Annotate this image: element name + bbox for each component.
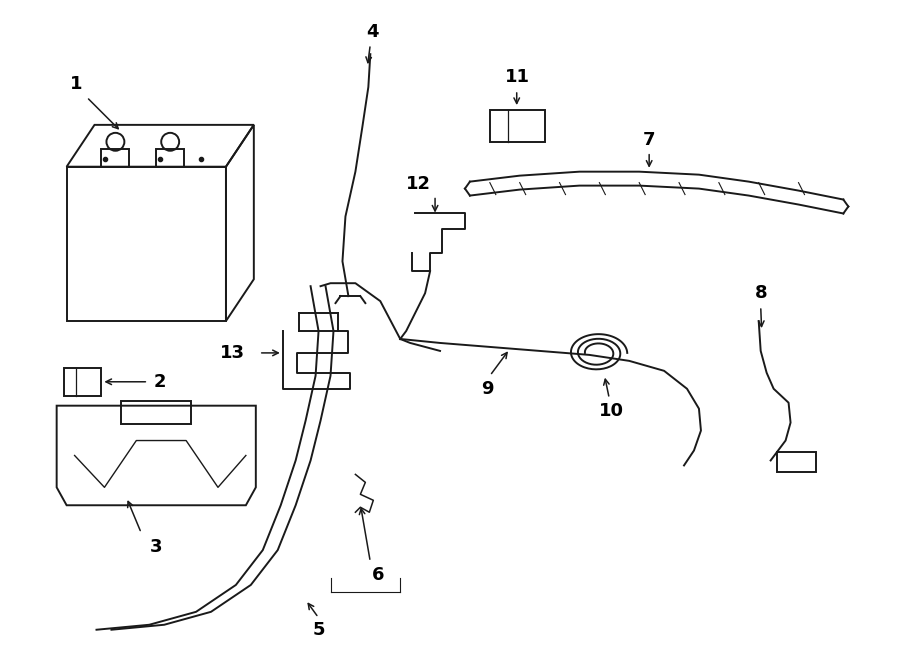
Text: 7: 7	[643, 131, 655, 149]
Text: 13: 13	[220, 344, 245, 362]
Text: 9: 9	[482, 380, 494, 398]
Text: 5: 5	[312, 621, 325, 639]
Text: 2: 2	[154, 373, 166, 391]
Text: 4: 4	[366, 23, 379, 41]
Text: 8: 8	[754, 284, 767, 302]
Text: 6: 6	[372, 566, 384, 584]
Text: 1: 1	[70, 75, 83, 93]
Text: 12: 12	[406, 175, 430, 192]
Text: 3: 3	[150, 538, 163, 556]
Text: 11: 11	[505, 68, 530, 86]
Text: 10: 10	[598, 402, 624, 420]
